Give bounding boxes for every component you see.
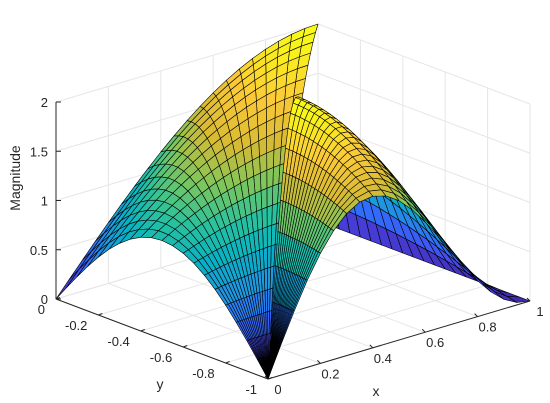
surface-2-patch [273, 146, 282, 168]
surface-2-patch [66, 259, 90, 288]
y-axis-line [55, 298, 269, 380]
gridline-floor-x-1 [108, 282, 321, 364]
x-tick-mark [264, 375, 269, 380]
z-tick-label: 2 [41, 95, 48, 110]
surface-2-patch [259, 169, 268, 191]
z-tick-label: 0 [41, 292, 48, 307]
surface-2-patch [271, 203, 278, 226]
y-tick-mark [225, 361, 230, 364]
x-axis-label: x [373, 383, 380, 399]
z-axis-label: Magnitude [7, 145, 23, 211]
x-tick-mark [369, 344, 374, 349]
y-tick-label: -1 [245, 382, 257, 397]
x-tick-label: 0.6 [426, 335, 444, 350]
y-tick-mark [267, 377, 273, 380]
surface-1-patch [267, 343, 282, 380]
surface-2-patch [267, 266, 272, 291]
surface-mesh [55, 23, 531, 380]
gridline-floor-y-3 [183, 268, 446, 348]
gridline-sidewall-z-4 [55, 23, 319, 103]
x-tick-label: 0.4 [374, 351, 392, 366]
x-tick-label: 0 [274, 382, 281, 397]
surface-2-patch [271, 183, 280, 206]
y-tick-label: -0.4 [107, 334, 129, 349]
x-tick-label: 0.2 [321, 366, 339, 381]
y-tick-label: -0.2 [65, 318, 87, 333]
x-tick-mark [526, 297, 531, 302]
surface-2-patch [257, 359, 269, 380]
axes-ticks: 0 0.2 0.4 0.6 0.8 1 0 -0.2 -0.4 -0.6 -0.8 -1 0 0.5 1 1.… [30, 95, 544, 397]
surface-2-patch [259, 152, 268, 174]
surface-2-patch [266, 245, 272, 269]
y-tick-label: -0.8 [192, 366, 214, 381]
x-tick-mark [474, 313, 478, 317]
surface-2-patch [55, 268, 80, 300]
y-tick-mark [140, 329, 145, 332]
surface-2-patch [266, 149, 275, 171]
y-axis-label: y [157, 376, 164, 392]
y-tick-mark [183, 345, 188, 348]
x-tick-mark [317, 360, 321, 364]
surface-2-patch [266, 224, 273, 248]
z-tick-label: 1 [41, 194, 48, 209]
y-tick-label: 0 [38, 302, 45, 317]
z-tick-label: 0.5 [30, 243, 48, 258]
x-tick-label: 1 [536, 304, 543, 319]
surface-2-patch [266, 167, 274, 189]
gridline-backwall-z-4 [317, 23, 531, 105]
surface-2-patch [266, 204, 273, 228]
surface-2-patch [272, 164, 281, 187]
gridline-backwall-z-3 [317, 72, 531, 154]
x-axis-line [267, 300, 531, 380]
surface-2-patch [267, 288, 271, 313]
y-tick-label: -0.6 [150, 350, 172, 365]
z-tick-label: 1.5 [30, 144, 48, 159]
x-tick-label: 0.8 [479, 320, 497, 335]
x-tick-mark [421, 328, 426, 333]
y-tick-mark [98, 313, 103, 316]
surface-2-patch [266, 185, 274, 208]
